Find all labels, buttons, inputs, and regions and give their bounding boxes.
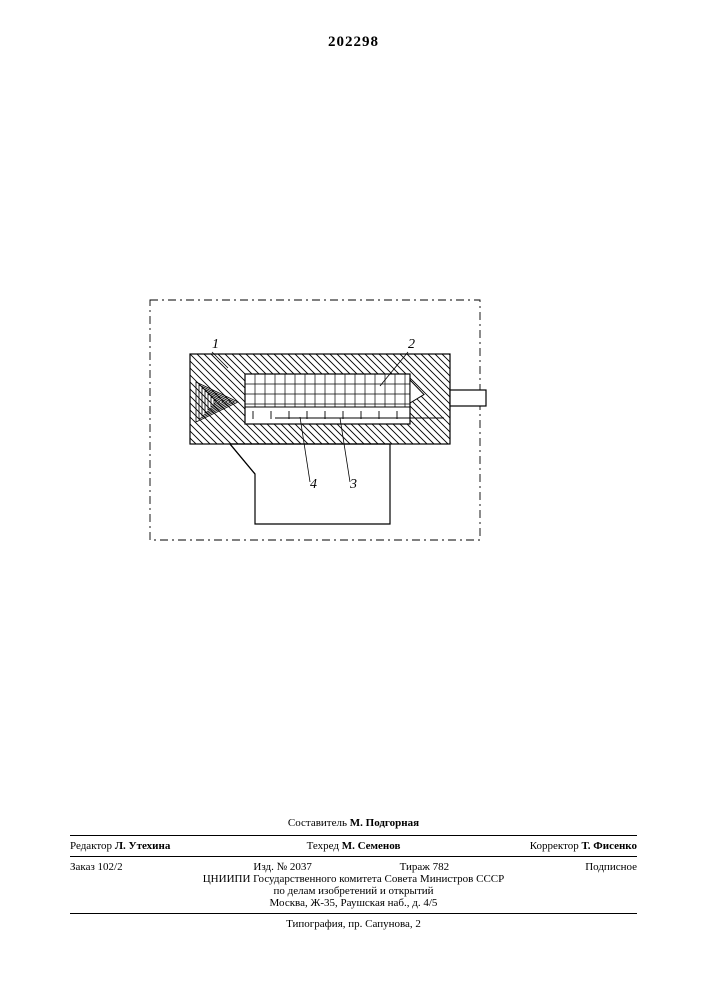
print-info-line: Заказ 102/2 Изд. № 2037 Тираж 782 Подпис… bbox=[70, 861, 637, 873]
document-number: 202298 bbox=[0, 34, 707, 51]
technical-drawing: 1 2 3 4 bbox=[140, 290, 490, 550]
order-number: Заказ 102/2 bbox=[70, 861, 212, 873]
organization-line-2: по делам изобретений и открытий bbox=[70, 885, 637, 897]
compiler-label: Составитель bbox=[288, 817, 347, 829]
credits-line: Редактор Л. Утехина Техред М. Семенов Ко… bbox=[70, 840, 637, 852]
corrector-label: Корректор bbox=[530, 840, 579, 852]
editor-name: Л. Утехина bbox=[115, 840, 171, 852]
circulation: Тираж 782 bbox=[354, 861, 496, 873]
svg-text:4: 4 bbox=[310, 477, 317, 492]
printer-line: Типография, пр. Сапунова, 2 bbox=[70, 918, 637, 930]
svg-text:2: 2 bbox=[408, 337, 415, 352]
tech-name: М. Семенов bbox=[342, 840, 401, 852]
tech-label: Техред bbox=[307, 840, 339, 852]
organization-line-3: Москва, Ж-35, Раушская наб., д. 4/5 bbox=[70, 897, 637, 909]
compiler-line: Составитель М. Подгорная bbox=[70, 817, 637, 829]
divider bbox=[70, 835, 637, 836]
organization-line-1: ЦНИИПИ Государственного комитета Совета … bbox=[70, 873, 637, 885]
svg-text:3: 3 bbox=[349, 477, 357, 492]
svg-text:1: 1 bbox=[212, 337, 219, 352]
edition-number: Изд. № 2037 bbox=[212, 861, 354, 873]
corrector-name: Т. Фисенко bbox=[582, 840, 637, 852]
editor-label: Редактор bbox=[70, 840, 112, 852]
footer-block: Составитель М. Подгорная Редактор Л. Уте… bbox=[70, 817, 637, 930]
subscription: Подписное bbox=[495, 861, 637, 873]
divider bbox=[70, 913, 637, 914]
divider bbox=[70, 856, 637, 857]
compiler-name: М. Подгорная bbox=[350, 817, 419, 829]
